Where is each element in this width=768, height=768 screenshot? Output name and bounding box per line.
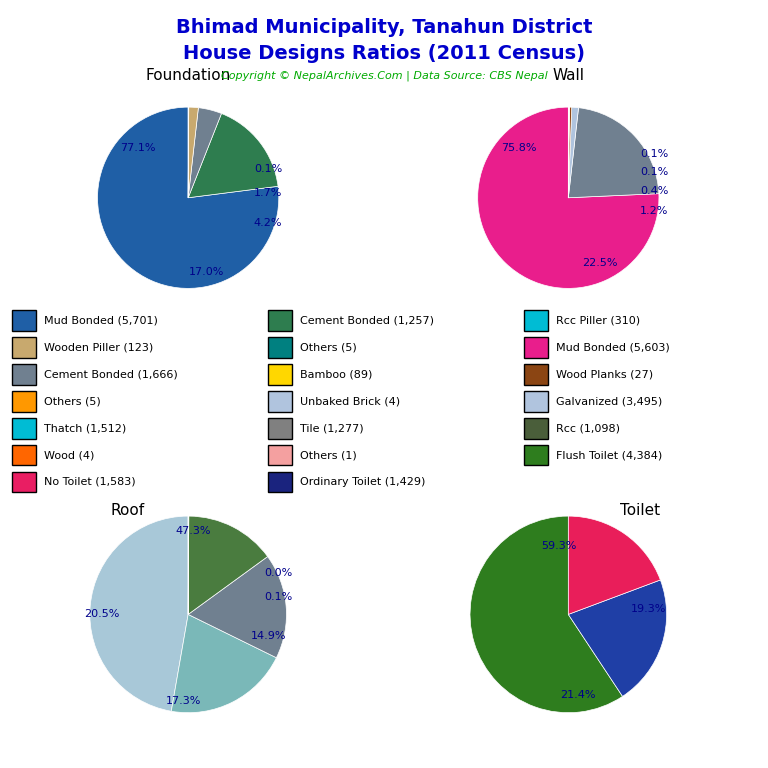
Title: Wall: Wall xyxy=(552,68,584,83)
Wedge shape xyxy=(188,114,278,198)
Text: 75.8%: 75.8% xyxy=(501,143,536,153)
FancyBboxPatch shape xyxy=(524,337,548,358)
FancyBboxPatch shape xyxy=(12,310,36,331)
FancyBboxPatch shape xyxy=(267,418,292,439)
Text: Others (5): Others (5) xyxy=(44,396,101,406)
Text: Bhimad Municipality, Tanahun District: Bhimad Municipality, Tanahun District xyxy=(176,18,592,37)
Wedge shape xyxy=(568,108,571,198)
Text: House Designs Ratios (2011 Census): House Designs Ratios (2011 Census) xyxy=(183,44,585,63)
Wedge shape xyxy=(90,516,188,711)
FancyBboxPatch shape xyxy=(524,445,548,465)
FancyBboxPatch shape xyxy=(267,310,292,331)
FancyBboxPatch shape xyxy=(12,445,36,465)
Text: 0.1%: 0.1% xyxy=(264,591,293,601)
Text: 21.4%: 21.4% xyxy=(561,690,596,700)
Text: 0.1%: 0.1% xyxy=(253,164,282,174)
Text: No Toilet (1,583): No Toilet (1,583) xyxy=(44,477,135,487)
Text: 1.7%: 1.7% xyxy=(253,188,282,198)
Wedge shape xyxy=(171,614,276,713)
Wedge shape xyxy=(98,107,279,288)
Text: Copyright © NepalArchives.Com | Data Source: CBS Nepal: Copyright © NepalArchives.Com | Data Sou… xyxy=(220,71,548,81)
Text: 0.4%: 0.4% xyxy=(641,186,669,196)
Text: Cement Bonded (1,666): Cement Bonded (1,666) xyxy=(44,369,177,379)
Text: Rcc (1,098): Rcc (1,098) xyxy=(556,423,620,433)
Text: 0.0%: 0.0% xyxy=(264,568,293,578)
Text: 4.2%: 4.2% xyxy=(253,218,282,228)
Wedge shape xyxy=(568,516,660,614)
Text: Toilet: Toilet xyxy=(620,503,660,518)
Text: Rcc Piller (310): Rcc Piller (310) xyxy=(556,316,640,326)
FancyBboxPatch shape xyxy=(267,364,292,385)
FancyBboxPatch shape xyxy=(12,418,36,439)
Text: Mud Bonded (5,603): Mud Bonded (5,603) xyxy=(556,343,670,353)
Wedge shape xyxy=(568,108,578,198)
Text: Others (1): Others (1) xyxy=(300,450,356,460)
Text: Roof: Roof xyxy=(111,503,145,518)
Text: 47.3%: 47.3% xyxy=(175,526,211,536)
Text: 19.3%: 19.3% xyxy=(631,604,667,614)
Text: Wood (4): Wood (4) xyxy=(44,450,94,460)
Text: Ordinary Toilet (1,429): Ordinary Toilet (1,429) xyxy=(300,477,425,487)
Wedge shape xyxy=(568,108,659,198)
Title: Foundation: Foundation xyxy=(145,68,231,83)
Text: 22.5%: 22.5% xyxy=(582,258,617,268)
Text: Thatch (1,512): Thatch (1,512) xyxy=(44,423,126,433)
Text: Flush Toilet (4,384): Flush Toilet (4,384) xyxy=(556,450,662,460)
Text: Galvanized (3,495): Galvanized (3,495) xyxy=(556,396,662,406)
Text: Unbaked Brick (4): Unbaked Brick (4) xyxy=(300,396,400,406)
Text: Tile (1,277): Tile (1,277) xyxy=(300,423,363,433)
FancyBboxPatch shape xyxy=(12,472,36,492)
Wedge shape xyxy=(470,516,623,713)
FancyBboxPatch shape xyxy=(12,337,36,358)
Text: 77.1%: 77.1% xyxy=(121,143,156,153)
Text: Mud Bonded (5,701): Mud Bonded (5,701) xyxy=(44,316,157,326)
Text: 1.2%: 1.2% xyxy=(641,207,669,217)
FancyBboxPatch shape xyxy=(12,364,36,385)
Wedge shape xyxy=(188,108,198,198)
Text: 0.1%: 0.1% xyxy=(641,167,668,177)
FancyBboxPatch shape xyxy=(524,418,548,439)
FancyBboxPatch shape xyxy=(524,364,548,385)
Text: Bamboo (89): Bamboo (89) xyxy=(300,369,372,379)
FancyBboxPatch shape xyxy=(267,337,292,358)
Text: 14.9%: 14.9% xyxy=(251,631,286,641)
FancyBboxPatch shape xyxy=(524,391,548,412)
Text: Wood Planks (27): Wood Planks (27) xyxy=(556,369,653,379)
Text: 0.1%: 0.1% xyxy=(641,149,668,159)
Wedge shape xyxy=(188,108,221,198)
Wedge shape xyxy=(478,107,659,288)
Wedge shape xyxy=(568,108,569,198)
FancyBboxPatch shape xyxy=(267,472,292,492)
Text: 20.5%: 20.5% xyxy=(84,609,119,620)
FancyBboxPatch shape xyxy=(267,391,292,412)
Text: 17.0%: 17.0% xyxy=(189,267,224,277)
FancyBboxPatch shape xyxy=(267,445,292,465)
Text: Cement Bonded (1,257): Cement Bonded (1,257) xyxy=(300,316,434,326)
Wedge shape xyxy=(188,516,267,614)
FancyBboxPatch shape xyxy=(524,310,548,331)
Text: 59.3%: 59.3% xyxy=(541,541,576,551)
Text: Wooden Piller (123): Wooden Piller (123) xyxy=(44,343,153,353)
Text: 17.3%: 17.3% xyxy=(166,696,201,706)
Wedge shape xyxy=(568,580,667,697)
Text: Others (5): Others (5) xyxy=(300,343,356,353)
Wedge shape xyxy=(188,557,286,657)
FancyBboxPatch shape xyxy=(12,391,36,412)
